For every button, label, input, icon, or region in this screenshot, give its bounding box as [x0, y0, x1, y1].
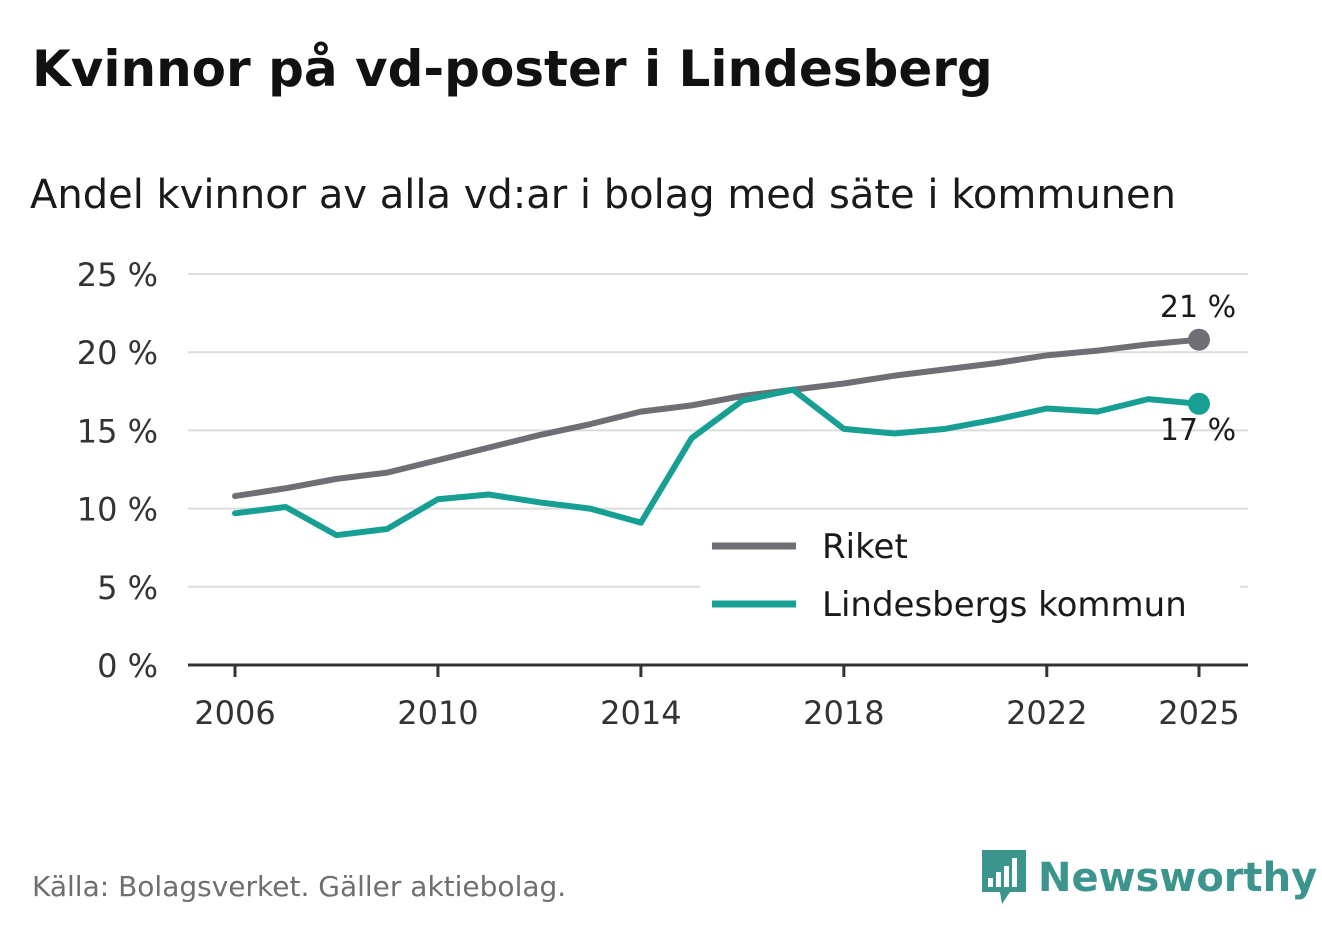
x-tick-label: 2022	[1006, 694, 1087, 732]
x-tick-label: 2010	[397, 694, 478, 732]
y-tick-label: 20 %	[77, 334, 158, 372]
x-axis-ticks: 2006 2010 2014 2018 2022 2025	[194, 665, 1240, 732]
x-tick-label: 2006	[194, 694, 275, 732]
y-tick-label: 25 %	[77, 256, 158, 294]
legend: Riket Lindesbergs kommun	[700, 522, 1240, 632]
y-tick-label: 10 %	[77, 491, 158, 529]
line-chart: 0 %5 %10 %15 %20 %25 % 2006 2010 2014 2018 2…	[77, 256, 1248, 732]
x-tick-label: 2025	[1158, 694, 1239, 732]
legend-label-riket: Riket	[822, 527, 908, 567]
y-axis-ticks: 0 % 5 % 10 % 15 % 20 % 25 %	[77, 256, 158, 685]
newsworthy-icon	[982, 850, 1026, 904]
x-tick-label: 2018	[803, 694, 884, 732]
legend-background	[700, 522, 1240, 632]
series-end-point-riket	[1188, 328, 1210, 351]
brand-logo: Newsworthy	[980, 848, 1317, 908]
series-end-point-kommun	[1188, 392, 1210, 415]
x-tick-label: 2014	[600, 694, 681, 732]
series-line-riket	[232, 336, 1202, 500]
end-label-kommun: 17 %	[1160, 413, 1236, 448]
end-label-riket: 21 %	[1160, 290, 1236, 325]
y-tick-label: 15 %	[77, 412, 158, 450]
series-line-kommun	[232, 386, 1202, 539]
source-note: Källa: Bolagsverket. Gäller aktiebolag.	[32, 870, 567, 903]
series-lines	[232, 328, 1210, 539]
legend-label-kommun: Lindesbergs kommun	[822, 585, 1187, 625]
y-tick-label: 0 %	[97, 647, 158, 685]
chart-title: Kvinnor på vd-poster i Lindesberg	[32, 40, 993, 98]
brand-name: Newsworthy	[1038, 855, 1318, 901]
y-tick-label: 5 %	[97, 569, 158, 607]
end-labels: 21 % 17 %	[1160, 290, 1236, 448]
chart-subtitle: Andel kvinnor av alla vd:ar i bolag med …	[30, 172, 1176, 218]
